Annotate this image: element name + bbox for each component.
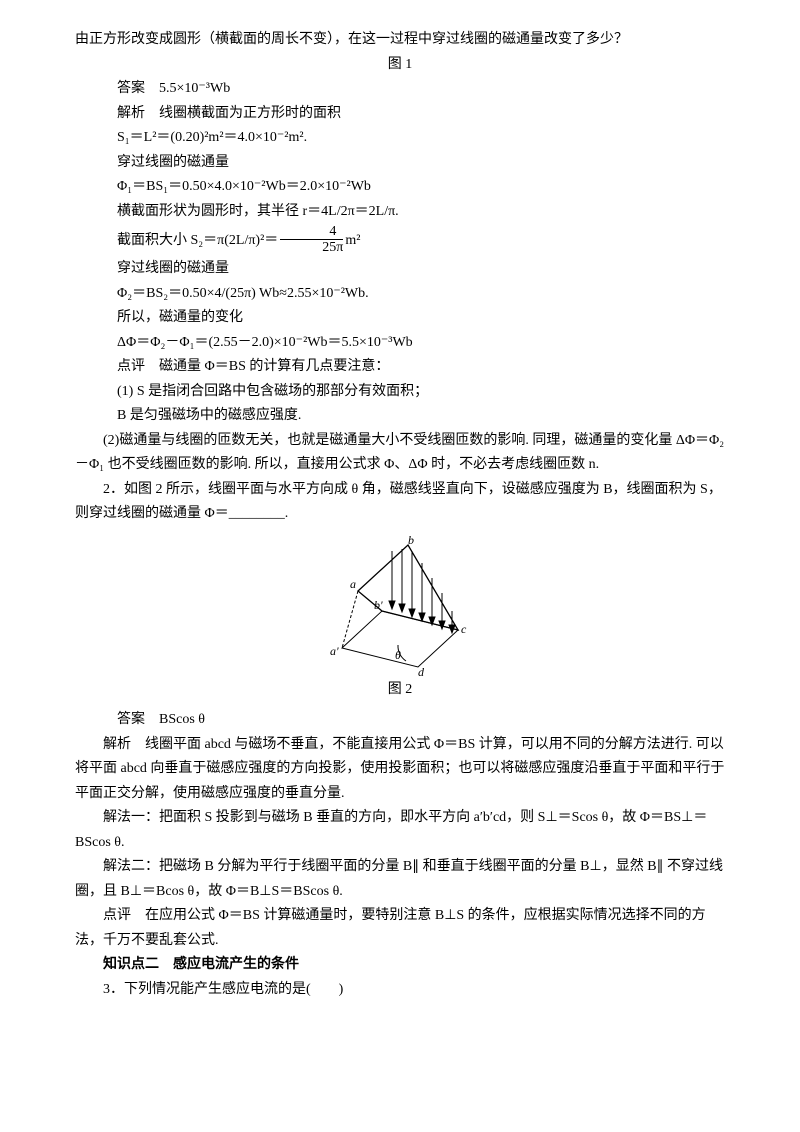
fraction-bottom: 25π [280, 239, 343, 255]
intro-text: 由正方形改变成圆形（横截面的周长不变），在这一过程中穿过线圈的磁通量改变了多少？ [75, 28, 725, 53]
svg-text:b: b [408, 533, 414, 547]
sol1-l6-pre: 截面积大小 S₂＝π(2L/π)²＝ [117, 233, 278, 248]
solution-1-l4: Φ₁＝BS₁＝0.50×4.0×10⁻²Wb＝2.0×10⁻²Wb [75, 175, 725, 200]
solution-1-l8: Φ₂＝BS₂＝0.50×4/(25π) Wb≈2.55×10⁻²Wb. [75, 282, 725, 307]
solution-1-l10: ΔΦ＝Φ₂－Φ₁＝(2.55－2.0)×10⁻²Wb＝5.5×10⁻³Wb [75, 331, 725, 356]
figure-2: a b c d a' b' θ 图 2 [75, 533, 725, 703]
review-1-p2: (2)磁通量与线圈的匝数无关，也就是磁通量大小不受线圈匝数的影响. 同理，磁通量… [75, 429, 725, 478]
figure-2-caption: 图 2 [75, 678, 725, 703]
svg-text:c: c [461, 622, 467, 636]
solution-2-p2: 解法一：把面积 S 投影到与磁场 B 垂直的方向，即水平方向 a′b′cd，则 … [75, 806, 725, 855]
svg-text:a: a [350, 577, 356, 591]
review-1-l3: B 是匀强磁场中的磁感应强度. [75, 404, 725, 429]
solution-1-l1: 解析 线圈横截面为正方形时的面积 [75, 102, 725, 127]
solution-2-p1: 解析 线圈平面 abcd 与磁场不垂直，不能直接用公式 Φ＝BS 计算，可以用不… [75, 733, 725, 807]
solution-1-l5: 横截面形状为圆形时，其半径 r＝4L/2π＝2L/π. [75, 200, 725, 225]
svg-text:θ: θ [395, 648, 401, 662]
svg-text:b': b' [374, 598, 383, 612]
review-1-l2: (1) S 是指闭合回路中包含磁场的那部分有效面积； [75, 380, 725, 405]
review-2: 点评 在应用公式 Φ＝BS 计算磁通量时，要特别注意 B⊥S 的条件，应根据实际… [75, 904, 725, 953]
solution-1-l3: 穿过线圈的磁通量 [75, 151, 725, 176]
solution-1-l9: 所以，磁通量的变化 [75, 306, 725, 331]
solution-1-l7: 穿过线圈的磁通量 [75, 257, 725, 282]
svg-text:a': a' [330, 644, 339, 658]
question-3: 3．下列情况能产生感应电流的是( ) [75, 978, 725, 1003]
sol1-l6-post: m² [345, 233, 360, 248]
question-2: 2．如图 2 所示，线圈平面与水平方向成 θ 角，磁感线竖直向下，设磁感应强度为… [75, 478, 725, 527]
answer-1: 答案 5.5×10⁻³Wb [75, 77, 725, 102]
solution-1-l6: 截面积大小 S₂＝π(2L/π)²＝ 4 25π m² [75, 224, 725, 257]
fraction-4-25pi: 4 25π [280, 224, 343, 257]
review-1-l1: 点评 磁通量 Φ＝BS 的计算有几点要注意： [75, 355, 725, 380]
figure-1-caption: 图 1 [75, 53, 725, 78]
fraction-top: 4 [280, 224, 343, 239]
answer-2: 答案 BScos θ [75, 708, 725, 733]
section-2-title: 知识点二 感应电流产生的条件 [75, 953, 725, 978]
svg-text:d: d [418, 665, 425, 678]
solution-1-l2: S₁＝L²＝(0.20)²m²＝4.0×10⁻²m². [75, 126, 725, 151]
solution-2-p3: 解法二：把磁场 B 分解为平行于线圈平面的分量 B∥ 和垂直于线圈平面的分量 B… [75, 855, 725, 904]
